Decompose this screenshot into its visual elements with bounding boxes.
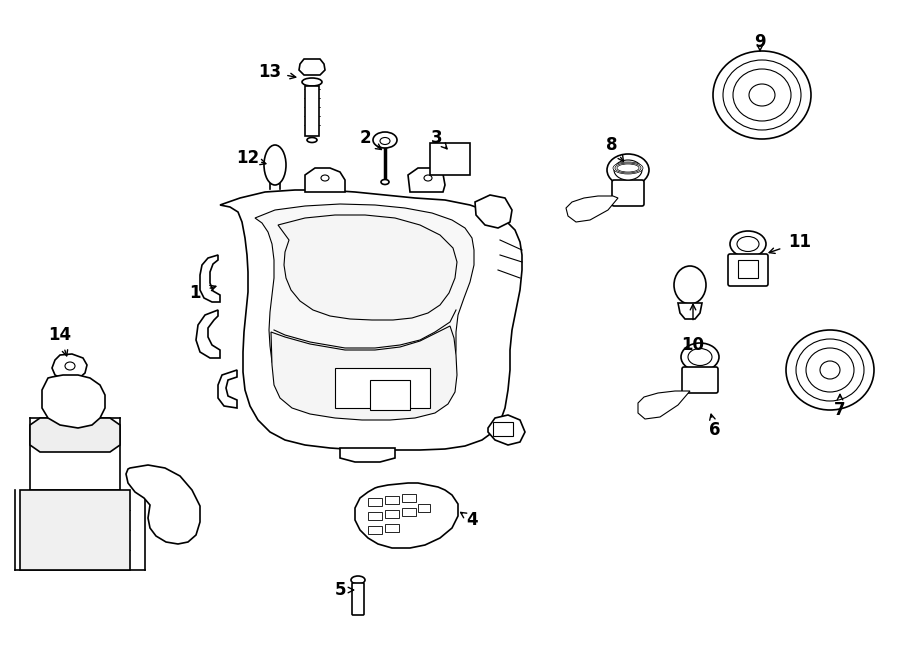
FancyBboxPatch shape: [612, 180, 644, 206]
FancyBboxPatch shape: [493, 422, 513, 436]
Text: 1: 1: [189, 284, 201, 302]
Ellipse shape: [713, 51, 811, 139]
Text: 3: 3: [431, 129, 443, 147]
Ellipse shape: [617, 164, 639, 172]
Ellipse shape: [737, 237, 759, 251]
Ellipse shape: [723, 60, 801, 130]
Polygon shape: [196, 310, 220, 358]
Ellipse shape: [614, 160, 642, 180]
FancyBboxPatch shape: [368, 526, 382, 534]
FancyBboxPatch shape: [402, 494, 416, 502]
Text: 12: 12: [237, 149, 259, 167]
Ellipse shape: [351, 576, 365, 584]
Polygon shape: [488, 415, 525, 445]
Text: 11: 11: [788, 233, 812, 251]
Text: 9: 9: [754, 33, 766, 51]
Ellipse shape: [733, 69, 791, 121]
Polygon shape: [355, 483, 458, 548]
Polygon shape: [200, 255, 220, 302]
Polygon shape: [566, 196, 618, 222]
Polygon shape: [42, 375, 105, 428]
Text: 6: 6: [709, 421, 721, 439]
Text: 5: 5: [334, 581, 346, 599]
Ellipse shape: [373, 132, 397, 148]
Polygon shape: [30, 418, 120, 452]
FancyBboxPatch shape: [418, 504, 430, 512]
Polygon shape: [299, 59, 325, 75]
Ellipse shape: [681, 343, 719, 371]
Ellipse shape: [820, 361, 840, 379]
Text: 2: 2: [359, 129, 371, 147]
Ellipse shape: [65, 362, 75, 370]
Polygon shape: [305, 168, 345, 192]
Ellipse shape: [307, 137, 317, 143]
Ellipse shape: [806, 348, 854, 392]
Ellipse shape: [786, 330, 874, 410]
Text: 4: 4: [466, 511, 478, 529]
Text: 7: 7: [834, 401, 846, 419]
Ellipse shape: [607, 154, 649, 186]
FancyBboxPatch shape: [20, 490, 130, 570]
Polygon shape: [335, 368, 430, 408]
Ellipse shape: [615, 163, 641, 173]
Polygon shape: [638, 391, 690, 419]
Ellipse shape: [424, 175, 432, 181]
Ellipse shape: [321, 175, 329, 181]
Ellipse shape: [688, 348, 712, 366]
Ellipse shape: [674, 266, 706, 304]
Polygon shape: [126, 465, 200, 544]
Polygon shape: [220, 190, 522, 450]
Polygon shape: [475, 195, 512, 228]
Polygon shape: [278, 215, 457, 320]
FancyBboxPatch shape: [738, 260, 758, 278]
Ellipse shape: [796, 339, 864, 401]
Polygon shape: [408, 168, 445, 192]
Text: 14: 14: [49, 326, 72, 344]
Ellipse shape: [302, 78, 322, 86]
Text: 10: 10: [681, 336, 705, 354]
FancyBboxPatch shape: [368, 498, 382, 506]
FancyBboxPatch shape: [728, 254, 768, 286]
Polygon shape: [271, 326, 457, 420]
Polygon shape: [678, 303, 702, 319]
FancyBboxPatch shape: [402, 508, 416, 516]
FancyBboxPatch shape: [385, 510, 399, 518]
FancyBboxPatch shape: [368, 512, 382, 520]
Text: 13: 13: [258, 63, 282, 81]
FancyBboxPatch shape: [385, 496, 399, 504]
FancyBboxPatch shape: [385, 524, 399, 532]
Ellipse shape: [264, 145, 286, 185]
FancyBboxPatch shape: [352, 583, 364, 615]
Polygon shape: [218, 370, 237, 408]
FancyBboxPatch shape: [682, 367, 718, 393]
Ellipse shape: [381, 180, 389, 184]
Text: 8: 8: [607, 136, 617, 154]
Ellipse shape: [380, 137, 390, 145]
FancyBboxPatch shape: [370, 380, 410, 410]
FancyBboxPatch shape: [305, 86, 319, 136]
Polygon shape: [255, 204, 474, 410]
Ellipse shape: [749, 84, 775, 106]
Ellipse shape: [613, 162, 643, 174]
FancyBboxPatch shape: [430, 143, 470, 175]
Ellipse shape: [730, 231, 766, 257]
Polygon shape: [340, 448, 395, 462]
Polygon shape: [52, 354, 87, 380]
